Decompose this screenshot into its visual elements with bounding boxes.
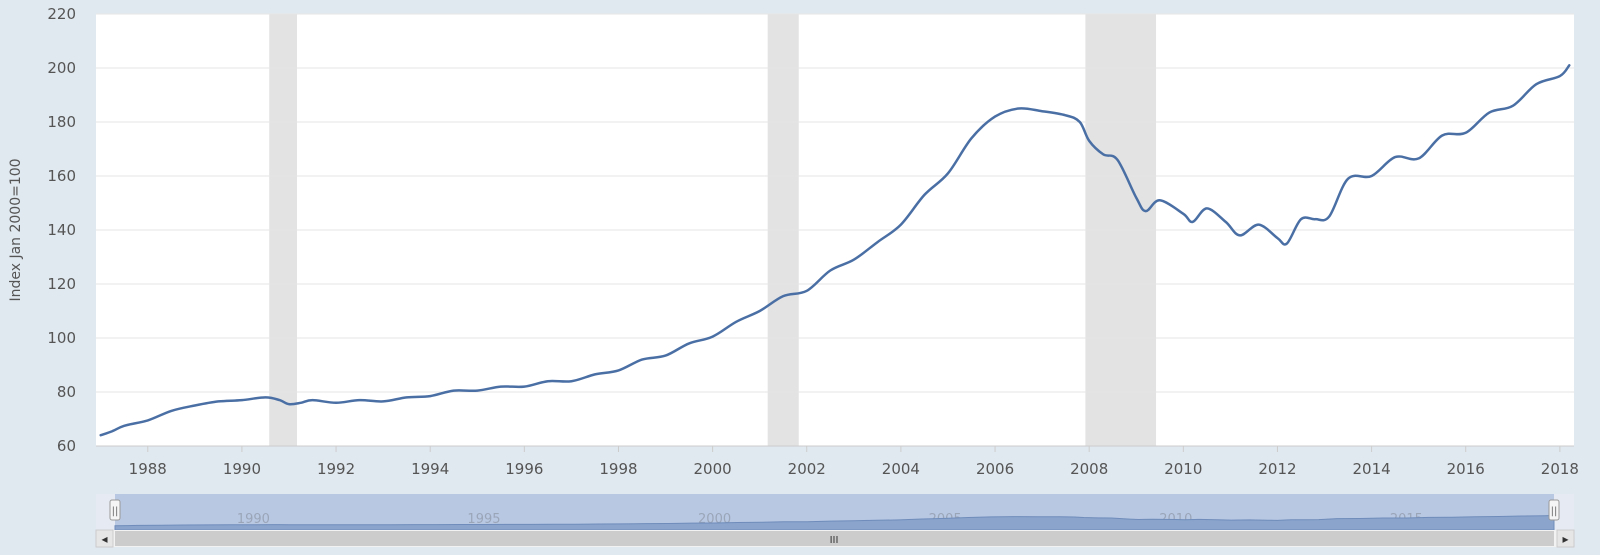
y-tick-label: 180 — [47, 113, 76, 131]
scrollbar-thumb[interactable] — [115, 531, 1554, 546]
x-tick-label: 1996 — [505, 460, 543, 478]
navigator-area — [114, 514, 1555, 531]
left-handle-grip: || — [112, 506, 119, 517]
x-tick-label: 2014 — [1353, 460, 1391, 478]
y-tick-label: 60 — [57, 437, 76, 455]
y-tick-label: 80 — [57, 383, 76, 401]
scrollbar-left-button[interactable]: ◂ — [95, 529, 114, 548]
scrollbar-right-button[interactable]: ▸ — [1556, 529, 1575, 548]
left-arrow-icon: ◂ — [101, 532, 107, 546]
navigator[interactable]: 199019952000200520102015 || || — [96, 494, 1574, 531]
navigator-right-handle[interactable]: || — [1548, 499, 1560, 521]
x-tick-label: 1990 — [223, 460, 261, 478]
x-tick-label: 1998 — [599, 460, 637, 478]
scrollbar[interactable]: ◂ III ▸ — [95, 529, 1575, 548]
navigator-left-handle[interactable]: || — [109, 499, 121, 521]
right-handle-grip: || — [1551, 506, 1558, 517]
y-tick-label: 100 — [47, 329, 76, 347]
gridlines — [96, 13, 1574, 447]
series-line — [99, 64, 1571, 437]
x-tick-label: 2006 — [976, 460, 1014, 478]
x-tick-label: 1994 — [411, 460, 449, 478]
y-tick-label: 200 — [47, 59, 76, 77]
x-tick-label: 2000 — [694, 460, 732, 478]
x-tick-label: 2004 — [882, 460, 920, 478]
y-axis-title: Index Jan 2000=100 — [8, 158, 24, 301]
x-tick-label: 2008 — [1070, 460, 1108, 478]
x-tick-label: 2002 — [788, 460, 826, 478]
x-tick-label: 1992 — [317, 460, 355, 478]
y-axis-ticks: 60 80 100 120 140 160 180 200 220 — [47, 5, 76, 455]
x-tick-label: 2018 — [1541, 460, 1579, 478]
scrollbar-grip-icon: III — [830, 535, 839, 546]
x-tick-label: 2010 — [1164, 460, 1202, 478]
x-tick-label: 2012 — [1258, 460, 1296, 478]
navigator-label: 1995 — [467, 512, 500, 527]
x-tick-label: 1988 — [129, 460, 167, 478]
x-tick-label: 2016 — [1447, 460, 1485, 478]
x-axis-ticks: 1988 1990 1992 1994 1996 1998 2000 2002 2004 2006… — [129, 446, 1579, 478]
y-tick-label: 140 — [47, 221, 76, 239]
y-tick-label: 160 — [47, 167, 76, 185]
y-tick-label: 220 — [47, 5, 76, 23]
navigator-label: 1990 — [237, 512, 270, 527]
y-tick-label: 120 — [47, 275, 76, 293]
right-arrow-icon: ▸ — [1562, 532, 1568, 546]
